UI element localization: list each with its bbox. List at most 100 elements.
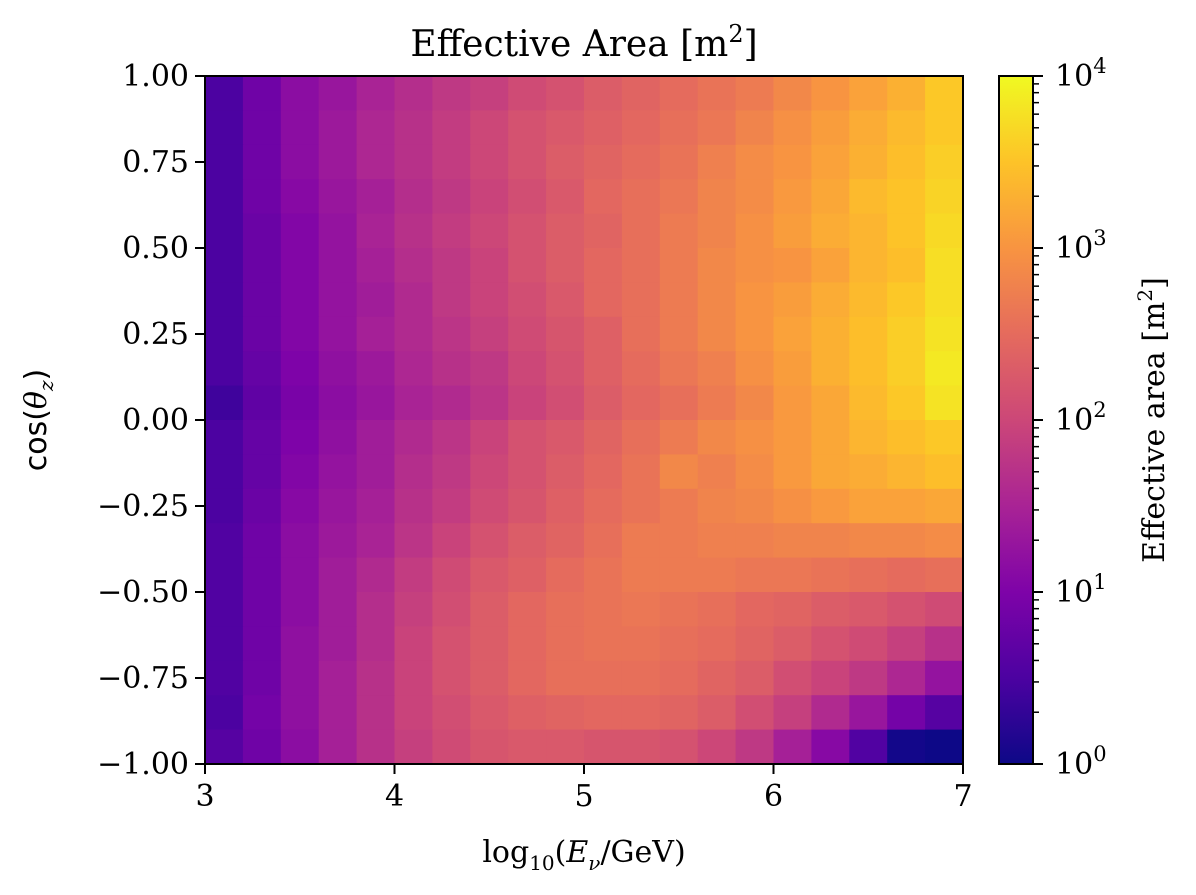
heatmap-cell	[925, 695, 964, 731]
heatmap-cell	[621, 592, 661, 627]
heatmap-cell	[621, 660, 661, 696]
heatmap-cell	[280, 351, 320, 387]
heatmap-cell	[773, 660, 812, 696]
heatmap-cell	[849, 385, 888, 421]
heatmap-cell	[697, 110, 737, 146]
heatmap-cell	[394, 179, 433, 215]
heatmap-cell	[470, 282, 509, 318]
heatmap-cell	[280, 76, 320, 111]
heatmap-cell	[773, 76, 812, 111]
heatmap-cell	[584, 316, 623, 352]
heatmap-cell	[508, 660, 547, 696]
y-tick-label: −0.25	[97, 489, 189, 524]
heatmap-cell	[887, 213, 926, 249]
heatmap-cell	[394, 523, 433, 559]
heatmap-cell	[205, 523, 244, 559]
heatmap-cell	[546, 592, 585, 627]
heatmap-cell	[925, 729, 964, 765]
heatmap-cell	[659, 626, 699, 662]
heatmap-cell	[773, 454, 812, 490]
heatmap-cell	[508, 282, 547, 318]
heatmap-cell	[318, 592, 358, 627]
heatmap-cell	[621, 76, 661, 111]
heatmap-cell	[546, 523, 585, 559]
heatmap-cell	[925, 144, 964, 180]
heatmap-cell	[546, 488, 585, 524]
heatmap-cell	[811, 351, 850, 387]
heatmap-cell	[697, 351, 737, 387]
y-label-close: )	[19, 369, 54, 381]
heatmap-cell	[621, 523, 661, 559]
x-label-sub10: 10	[529, 851, 554, 875]
heatmap-cell	[356, 626, 396, 662]
heatmap-cell	[242, 282, 282, 318]
heatmap-cell	[280, 660, 320, 696]
heatmap-cell	[584, 420, 623, 455]
colorbar-tick-label: 103	[1055, 226, 1107, 266]
heatmap-cell	[621, 420, 661, 455]
heatmap-cell	[584, 351, 623, 387]
heatmap-cell	[280, 420, 320, 455]
heatmap-cell	[811, 213, 850, 249]
heatmap-cell	[887, 385, 926, 421]
heatmap-cell	[735, 385, 775, 421]
heatmap-cell	[356, 248, 396, 283]
heatmap-cell	[470, 729, 509, 765]
heatmap-cell	[773, 420, 812, 455]
heatmap-cell	[546, 144, 585, 180]
heatmap-cell	[508, 420, 547, 455]
heatmap-cell	[584, 660, 623, 696]
heatmap-cell	[546, 76, 585, 111]
heatmap-cell	[697, 729, 737, 765]
x-tick-label: 7	[953, 779, 972, 814]
heatmap-cell	[318, 76, 358, 111]
heatmap-cell	[432, 523, 471, 559]
heatmap-cell	[849, 626, 888, 662]
colorbar	[998, 75, 1034, 765]
heatmap-cell	[659, 213, 699, 249]
heatmap-cell	[394, 557, 433, 593]
heatmap-cell	[887, 592, 926, 627]
colorbar-tick-label: 104	[1055, 54, 1107, 94]
heatmap-cell	[584, 144, 623, 180]
heatmap-cell	[508, 351, 547, 387]
y-tick-label: 0.25	[122, 317, 189, 352]
heatmap-cell	[925, 110, 964, 146]
heatmap-cell	[584, 557, 623, 593]
heatmap-cell	[280, 523, 320, 559]
heatmap-cell	[621, 144, 661, 180]
heatmap-cell	[659, 420, 699, 455]
heatmap-cell	[621, 385, 661, 421]
x-label-log: log	[482, 835, 529, 870]
heatmap-cell	[659, 110, 699, 146]
heatmap-cell	[508, 76, 547, 111]
heatmap-cell	[584, 213, 623, 249]
heatmap-cell	[849, 213, 888, 249]
heatmap-cell	[697, 592, 737, 627]
heatmap-cell	[735, 76, 775, 111]
heatmap-cell	[849, 316, 888, 352]
heatmap-cell	[659, 660, 699, 696]
heatmap-cell	[697, 282, 737, 318]
heatmap-cell	[356, 660, 396, 696]
heatmap-cell	[659, 76, 699, 111]
heatmap-cell	[318, 488, 358, 524]
heatmap-cell	[887, 626, 926, 662]
heatmap-cell	[205, 179, 244, 215]
heatmap-cell	[432, 316, 471, 352]
heatmap-cell	[849, 179, 888, 215]
heatmap-cell	[508, 144, 547, 180]
heatmap-cell	[621, 729, 661, 765]
chart-title-close: ]	[744, 24, 758, 65]
heatmap-cell	[242, 213, 282, 249]
heatmap-cell	[811, 282, 850, 318]
heatmap-cell	[508, 385, 547, 421]
heatmap-cell	[735, 420, 775, 455]
heatmap-cell	[659, 695, 699, 731]
heatmap-cell	[811, 76, 850, 111]
heatmap-cell	[659, 523, 699, 559]
x-tick-label: 5	[574, 779, 593, 814]
heatmap-cell	[735, 213, 775, 249]
heatmap-cell	[887, 282, 926, 318]
heatmap-cell	[697, 144, 737, 180]
